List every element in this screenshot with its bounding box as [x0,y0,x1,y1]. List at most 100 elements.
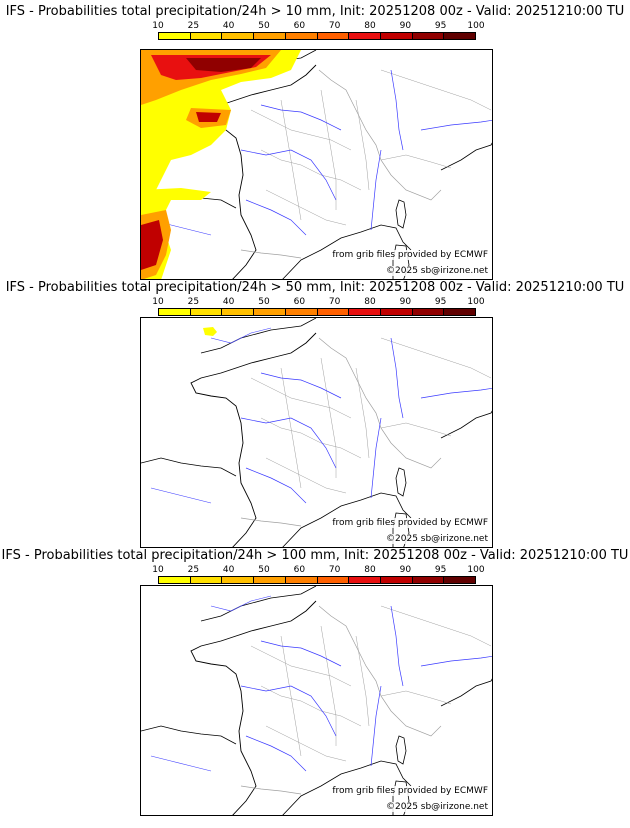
coastline-italy [440,678,492,707]
credit-source: from grib files provided by ECMWF [332,250,488,260]
border-regions-3 [265,725,347,762]
colorbar-tick-label: 95 [434,297,447,307]
colorbar-tick-label: 60 [293,297,306,307]
precip-map-panel-10mm: IFS - Probabilities total precipitation/… [0,4,630,280]
river-iberia [150,755,212,772]
colorbar-tick-label: 40 [222,297,235,307]
border-regions-6 [355,367,370,459]
colorbar-swatch [412,309,445,315]
border-regions-4 [280,635,302,757]
colorbar-tick-label: 100 [467,21,485,31]
colorbar-labels: 10 25 40 50 60 70 80 90 95 100 [152,297,484,308]
coastline-mediterranean [282,492,412,547]
border-france-spain [240,785,302,795]
credit-copyright: ©2025 sb@irizone.net [386,266,488,276]
precip-map-panel-100mm: IFS - Probabilities total precipitation/… [0,548,630,816]
border-regions-3 [265,189,347,226]
colorbar: 10 25 40 50 60 70 80 90 95 100 [152,565,485,595]
colorbar-swatch [285,33,318,39]
colorbar-swatch [349,309,381,315]
colorbar-swatch [254,33,286,39]
river-garonne [245,735,307,772]
colorbar-swatch [380,309,413,315]
coastline-italy [440,410,492,439]
river-danube [420,387,492,399]
colorbar-swatch [412,577,445,583]
precip-area-small [203,327,217,336]
border-germany [380,605,492,647]
colorbar-tick-label: 40 [222,21,235,31]
border-france-east [318,69,442,201]
panel-title: IFS - Probabilities total precipitation/… [1,548,629,563]
border-regions-1 [250,109,352,151]
colorbar-swatch [159,577,191,583]
colorbar-tick-label: 70 [328,297,341,307]
border-regions-6 [355,635,370,727]
river-loire [240,417,337,469]
colorbar: 10 25 40 50 60 70 80 90 95 100 [152,21,485,51]
border-regions-4 [280,99,302,221]
coastline-sardinia [392,780,410,815]
coastline-corsica [395,735,407,765]
border-regions-4 [280,367,302,489]
river-loire [240,149,337,201]
colorbar-swatch [444,33,476,39]
border-regions-2 [260,685,362,727]
map-frame: from grib files provided by ECMWF ©2025 … [140,585,493,816]
colorbar-tick-label: 100 [467,297,485,307]
colorbar-swatch [190,309,223,315]
colorbar-tick-label: 95 [434,21,447,31]
colorbar-swatch [222,577,255,583]
map-frame: from grib files provided by ECMWF ©2025 … [140,49,493,280]
border-switzerland [380,422,452,437]
colorbar-tick-label: 60 [293,21,306,31]
river-danube [420,119,492,131]
coastline-england [200,586,317,622]
border-france-spain [240,517,302,527]
river-rhine [390,69,404,151]
colorbar-tick-label: 100 [467,565,485,575]
river-seine [260,104,342,131]
colorbar-tick-label: 25 [187,21,200,31]
coastline-mediterranean [282,224,412,279]
precip-area-brittany-red [196,112,221,122]
border-regions-2 [260,417,362,459]
river-loire [240,685,337,737]
colorbar-tick-label: 70 [328,565,341,575]
colorbar-swatch [444,577,476,583]
colorbar-swatch [190,33,223,39]
basemap [141,318,492,547]
colorbar-swatch [222,309,255,315]
border-france-spain [240,249,302,259]
coastline-england [200,318,317,354]
colorbar-tick-label: 80 [364,21,376,31]
border-germany [380,69,492,111]
colorbar-tick-label: 80 [364,565,376,575]
coastline-iberia-north [141,457,237,477]
colorbar-tick-label: 25 [187,565,200,575]
river-rhine [390,337,404,419]
river-seine [260,640,342,667]
border-regions-5 [320,89,337,210]
border-regions-6 [355,99,370,191]
colorbar-swatch [412,33,445,39]
border-regions-5 [320,357,337,478]
river-danube [420,655,492,667]
river-england [210,327,272,344]
border-regions-5 [320,625,337,746]
colorbar-tick-label: 60 [293,565,306,575]
colorbar-swatches [158,576,476,584]
border-france-east [318,337,442,469]
colorbar-tick-label: 90 [399,297,412,307]
border-regions-2 [260,149,362,191]
colorbar-tick-label: 90 [399,565,412,575]
panel-title: IFS - Probabilities total precipitation/… [5,4,625,19]
border-regions-1 [250,645,352,687]
colorbar-tick-label: 50 [258,297,270,307]
colorbar-swatches [158,32,476,40]
river-rhone [370,417,382,499]
precip-map-panel-50mm: IFS - Probabilities total precipitation/… [0,280,630,548]
coastline-sardinia [392,512,410,547]
credit-copyright: ©2025 sb@irizone.net [386,802,488,812]
colorbar-swatch [349,577,381,583]
